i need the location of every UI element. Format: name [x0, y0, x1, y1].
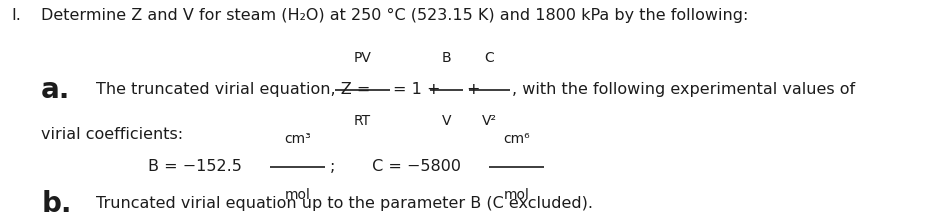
- Text: PV: PV: [354, 51, 371, 65]
- Text: Determine Z and V for steam (H₂O) at 250 °C (523.15 K) and 1800 kPa by the follo: Determine Z and V for steam (H₂O) at 250…: [41, 8, 749, 23]
- Text: B: B: [442, 51, 451, 65]
- Text: The truncated virial equation, Z =: The truncated virial equation, Z =: [96, 82, 375, 97]
- Text: Truncated virial equation up to the parameter B (C excluded).: Truncated virial equation up to the para…: [96, 196, 593, 211]
- Text: mol: mol: [504, 188, 530, 202]
- Text: a.: a.: [41, 76, 70, 103]
- Text: V²: V²: [482, 114, 497, 128]
- Text: , with the following experimental values of: , with the following experimental values…: [512, 82, 855, 97]
- Text: virial coefficients:: virial coefficients:: [41, 127, 183, 142]
- Text: C: C: [485, 51, 494, 65]
- Text: RT: RT: [354, 114, 371, 128]
- Text: = 1 +: = 1 +: [393, 82, 441, 97]
- Text: cm⁶: cm⁶: [504, 132, 530, 146]
- Text: +: +: [466, 82, 480, 97]
- Text: mol: mol: [284, 188, 310, 202]
- Text: b.: b.: [41, 190, 71, 218]
- Text: I.: I.: [11, 8, 21, 23]
- Text: ;: ;: [329, 159, 335, 174]
- Text: cm³: cm³: [284, 132, 310, 146]
- Text: C = −5800: C = −5800: [368, 159, 466, 174]
- Text: V: V: [442, 114, 451, 128]
- Text: B = −152.5: B = −152.5: [148, 159, 247, 174]
